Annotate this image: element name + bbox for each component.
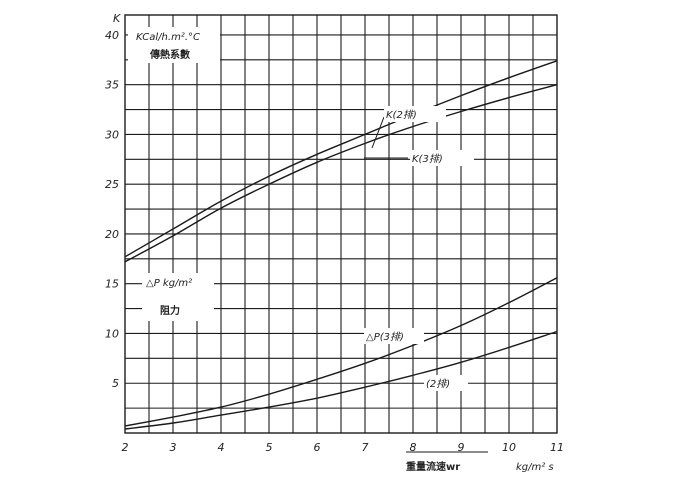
series-label-dp2: (2排) xyxy=(426,378,450,390)
y-tick-label: 20 xyxy=(105,228,119,241)
series-label-dp3: △P(3排) xyxy=(366,331,404,343)
y-title-top: 傳熱系數 xyxy=(149,48,190,61)
x-tick-label: 5 xyxy=(266,441,273,454)
x-tick-labels: 2 3 4 5 6 7 8 9 10 11 xyxy=(122,441,565,454)
x-tick-label: 2 xyxy=(122,441,129,454)
series-label-k3: K(3排) xyxy=(412,153,443,165)
series-line-3 xyxy=(124,330,558,430)
dp3-label-box xyxy=(364,328,424,344)
y-title-lower: 阻力 xyxy=(160,304,180,317)
k3-label-box xyxy=(410,150,474,166)
x-tick-label: 6 xyxy=(314,441,321,454)
y-tick-label: 5 xyxy=(112,377,119,390)
y-tick-label: 30 xyxy=(105,128,119,141)
y-unit-lower: △P kg/m² xyxy=(146,278,192,289)
x-tick-label: 3 xyxy=(170,441,177,454)
x-axis-title: 重量流速wr xyxy=(406,460,460,473)
x-tick-label: 9 xyxy=(458,441,465,454)
dp-title-box xyxy=(142,273,214,321)
series-line-1 xyxy=(124,84,558,263)
y-unit-top: KCal/h.m².°C xyxy=(136,32,200,43)
y-tick-label: 40 xyxy=(105,29,119,42)
y-tick-label: 10 xyxy=(105,327,119,340)
y-tick-labels: 5 10 15 20 25 30 35 40 xyxy=(105,29,119,390)
x-axis-unit: kg/m² s xyxy=(516,462,554,473)
series-label-k2: K(2排) xyxy=(386,109,417,121)
series-group xyxy=(124,60,558,430)
x-tick-label: 7 xyxy=(362,441,369,454)
x-tick-label: 11 xyxy=(550,441,564,454)
dp2-label-box xyxy=(424,375,468,391)
k2-leader-line xyxy=(371,116,385,149)
grid xyxy=(125,15,557,433)
x-tick-label: 4 xyxy=(218,441,225,454)
plot-frame xyxy=(124,14,558,434)
y-tick-label: 15 xyxy=(105,278,119,291)
k2-label-box xyxy=(384,106,446,122)
k-title-box xyxy=(128,27,220,63)
series-line-0 xyxy=(124,60,558,258)
y-tick-label: 35 xyxy=(105,79,119,92)
y-tick-label: 25 xyxy=(105,178,119,191)
x-tick-label: 8 xyxy=(410,441,417,454)
y-axis-symbol: K xyxy=(113,12,121,25)
x-tick-label: 10 xyxy=(502,441,516,454)
series-line-2 xyxy=(124,277,558,427)
